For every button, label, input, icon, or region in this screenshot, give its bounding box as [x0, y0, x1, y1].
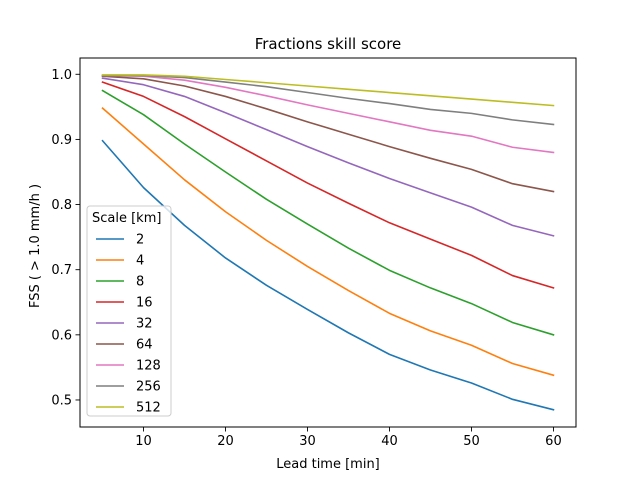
legend-label-128: 128 — [136, 359, 161, 374]
y-tick-label: 1.0 — [51, 68, 72, 83]
series-line-128 — [101, 74, 555, 154]
y-tick-label: 0.9 — [51, 133, 72, 148]
legend-label-32: 32 — [136, 317, 153, 332]
x-axis-label: Lead time [min] — [276, 457, 380, 472]
y-tick-label: 0.8 — [51, 198, 72, 213]
plot-lines — [101, 74, 555, 411]
x-tick-label: 30 — [299, 434, 316, 449]
y-tick-label: 0.7 — [51, 263, 72, 278]
series-line-16 — [101, 81, 555, 289]
y-axis-ticks: 0.5 0.6 0.7 0.8 0.9 1.0 — [51, 68, 80, 408]
legend: Scale [km] 2 4 8 16 32 64 128 256 512 — [86, 205, 172, 417]
y-axis-label: FSS ( > 1.0 mm/h ) — [28, 184, 43, 308]
legend-label-2: 2 — [136, 233, 144, 248]
legend-title: Scale [km] — [92, 211, 161, 226]
chart-title: Fractions skill score — [255, 35, 402, 53]
series-line-256 — [101, 74, 555, 126]
legend-label-512: 512 — [136, 401, 161, 416]
legend-label-16: 16 — [136, 296, 153, 311]
series-line-32 — [101, 77, 555, 237]
x-tick-label: 40 — [381, 434, 398, 449]
x-tick-label: 20 — [217, 434, 234, 449]
plot-frame — [79, 57, 577, 428]
series-line-8 — [101, 89, 555, 336]
y-tick-label: 0.6 — [51, 328, 72, 343]
x-axis-ticks: 10 20 30 40 50 60 — [135, 427, 562, 449]
legend-label-256: 256 — [136, 380, 161, 395]
series-line-64 — [101, 75, 555, 193]
legend-box — [86, 205, 172, 417]
legend-label-64: 64 — [136, 338, 153, 353]
legend-label-4: 4 — [136, 254, 144, 269]
legend-label-8: 8 — [136, 275, 144, 290]
series-line-512 — [101, 74, 555, 107]
x-tick-label: 10 — [135, 434, 152, 449]
x-tick-label: 60 — [545, 434, 562, 449]
series-line-4 — [101, 107, 555, 377]
x-tick-label: 50 — [463, 434, 480, 449]
y-tick-label: 0.5 — [51, 393, 72, 408]
series-line-2 — [101, 139, 555, 411]
